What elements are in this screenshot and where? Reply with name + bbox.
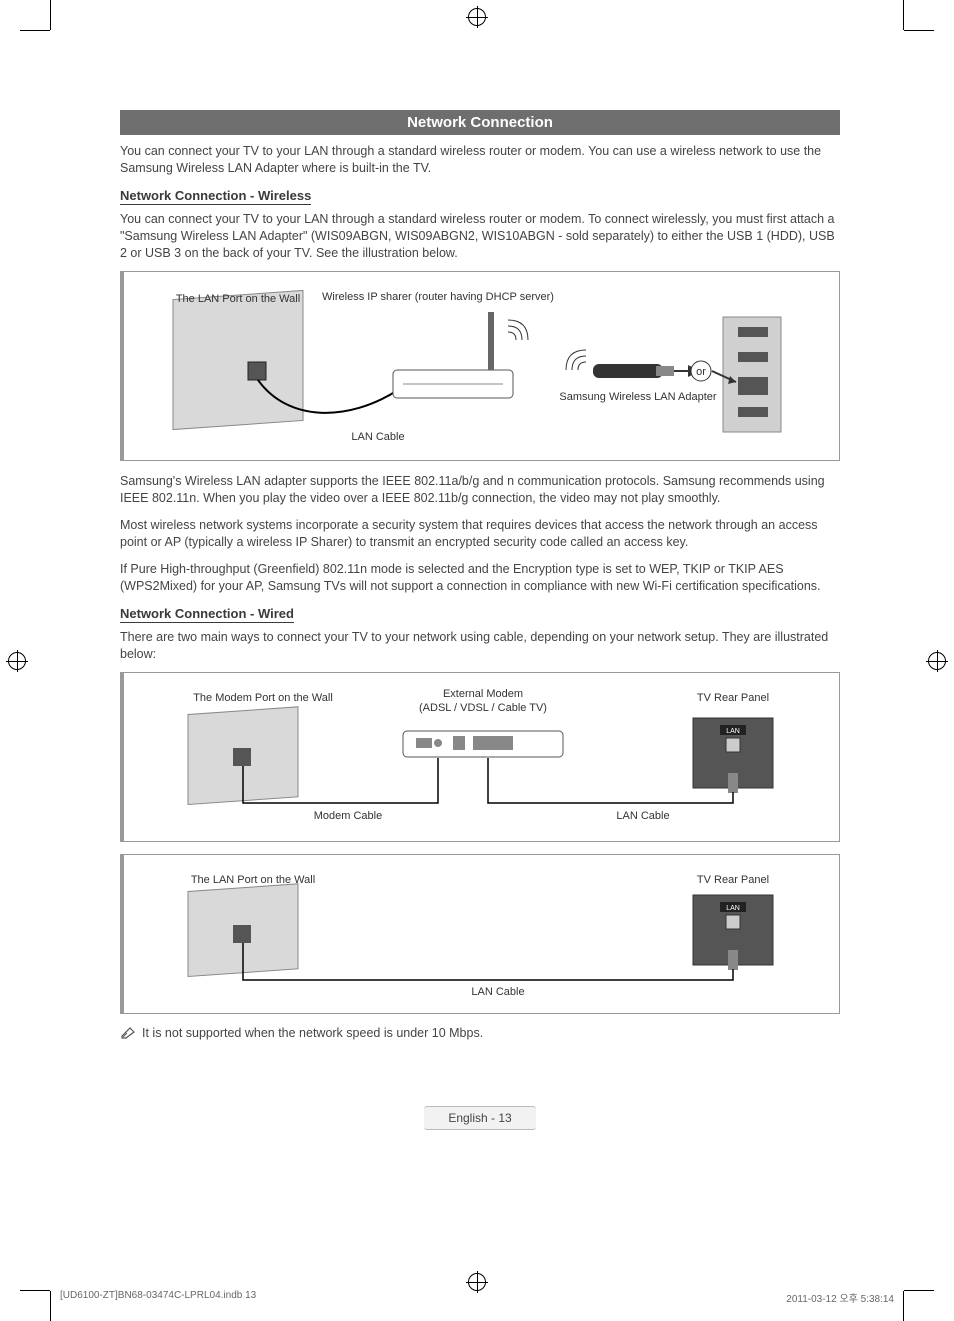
print-footer-left: [UD6100-ZT]BN68-03474C-LPRL04.indb 13	[60, 1290, 256, 1305]
wireless-diagram: The LAN Port on the Wall LAN Cable Wirel…	[120, 271, 840, 461]
crop-mark	[20, 1290, 50, 1291]
lan-badge: LAN	[726, 728, 740, 735]
label-ext-modem-l1: External Modem	[443, 688, 523, 700]
label-wall-port: The LAN Port on the Wall	[176, 293, 300, 305]
registration-mark-icon	[928, 652, 946, 670]
crop-mark	[50, 0, 51, 30]
wired-p1: There are two main ways to connect your …	[120, 629, 840, 663]
wireless-p3: Most wireless network systems incorporat…	[120, 517, 840, 551]
wireless-p2: Samsung's Wireless LAN adapter supports …	[120, 473, 840, 507]
label-tv-rear: TV Rear Panel	[697, 692, 769, 704]
crop-mark	[903, 1291, 904, 1321]
label-lan-cable-1: LAN Cable	[616, 810, 669, 822]
registration-mark-icon	[8, 652, 26, 670]
section-title: Network Connection	[120, 110, 840, 135]
label-router: Wireless IP sharer (router having DHCP s…	[322, 291, 554, 303]
intro-text: You can connect your TV to your LAN thro…	[120, 143, 840, 177]
print-footer: [UD6100-ZT]BN68-03474C-LPRL04.indb 13 20…	[60, 1290, 894, 1305]
page-footer: English - 13	[120, 1100, 840, 1130]
print-footer-right: 2011-03-12 오후 5:38:14	[786, 1290, 894, 1305]
label-or: or	[696, 366, 706, 378]
page-content: Network Connection You can connect your …	[120, 110, 840, 1130]
wireless-p4: If Pure High-throughput (Greenfield) 802…	[120, 561, 840, 595]
wired-heading: Network Connection - Wired	[120, 606, 294, 623]
label-lan-cable: LAN Cable	[351, 431, 404, 443]
note-text: It is not supported when the network spe…	[142, 1026, 483, 1040]
crop-mark	[20, 30, 50, 31]
wired-diagram-2: The LAN Port on the Wall TV Rear Panel L…	[120, 854, 840, 1014]
label-modem-cable: Modem Cable	[314, 810, 382, 822]
wireless-p1: You can connect your TV to your LAN thro…	[120, 211, 840, 262]
registration-mark-icon	[468, 8, 486, 26]
crop-mark	[904, 30, 934, 31]
crop-mark	[50, 1291, 51, 1321]
wireless-diagram-svg: The LAN Port on the Wall LAN Cable Wirel…	[138, 282, 828, 452]
label-tv-rear-2: TV Rear Panel	[697, 874, 769, 886]
lan-badge-2: LAN	[726, 905, 740, 912]
wired-diagram-1: The Modem Port on the Wall External Mode…	[120, 672, 840, 842]
registration-mark-icon	[468, 1273, 486, 1291]
crop-mark	[903, 0, 904, 30]
wireless-heading: Network Connection - Wireless	[120, 188, 311, 205]
crop-mark	[904, 1290, 934, 1291]
wired-diagram-2-svg: The LAN Port on the Wall TV Rear Panel L…	[138, 865, 828, 1005]
note-row: It is not supported when the network spe…	[120, 1026, 840, 1040]
label-ext-modem-l2: (ADSL / VDSL / Cable TV)	[419, 702, 547, 714]
wired-diagram-1-svg: The Modem Port on the Wall External Mode…	[138, 683, 828, 833]
page-number: English - 13	[424, 1106, 535, 1130]
label-modem-port: The Modem Port on the Wall	[193, 692, 333, 704]
label-lan-cable-2: LAN Cable	[471, 986, 524, 998]
note-icon	[120, 1026, 136, 1040]
label-adapter: Samsung Wireless LAN Adapter	[559, 391, 716, 403]
